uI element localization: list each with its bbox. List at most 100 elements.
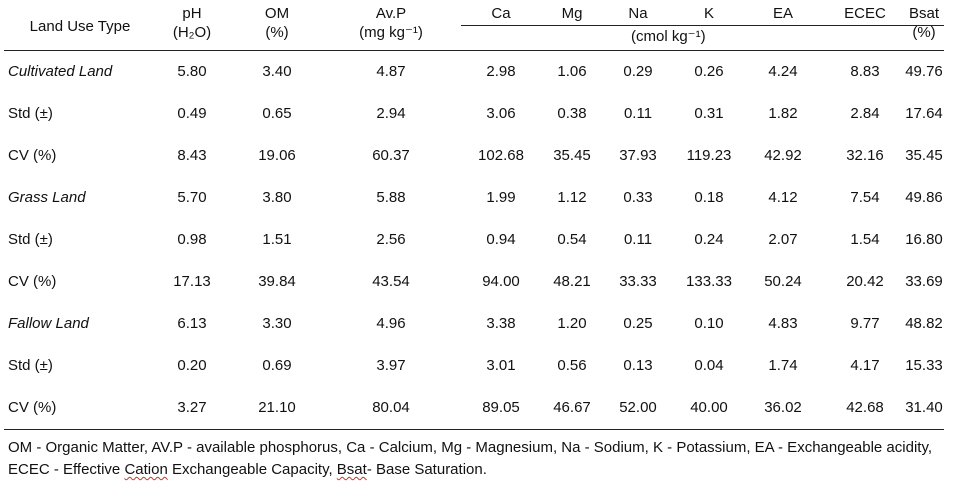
row-label: Std (±)	[8, 230, 53, 248]
cell: 31.40	[905, 398, 943, 416]
cell: 3.27	[177, 398, 207, 416]
footnote-text-2: Exchangeable Capacity,	[167, 461, 337, 478]
cell: 3.06	[486, 104, 516, 122]
cell: 0.56	[557, 356, 587, 374]
cell: 0.10	[694, 314, 724, 332]
cell: 0.24	[694, 230, 724, 248]
cell: 2.56	[376, 230, 406, 248]
header-ph: pH (H₂O)	[172, 5, 212, 41]
cell: 94.00	[482, 272, 520, 290]
header-ca: Ca	[491, 5, 511, 22]
row-label: CV (%)	[8, 398, 57, 416]
cell: 1.20	[557, 314, 587, 332]
cell: 0.04	[694, 356, 724, 374]
cell: 89.05	[482, 398, 520, 416]
footnote-bsat: Bsat	[336, 461, 367, 478]
row-label: CV (%)	[8, 272, 57, 290]
table-body: Cultivated Land 5.80 3.40 4.87 2.98 1.06 0.29 0…	[4, 50, 944, 428]
cell: 1.51	[262, 230, 292, 248]
table-row: Std (±) 0.98 1.51 2.56 0.94 0.54 0.11 0.24 2.07 1…	[4, 218, 944, 260]
cell: 0.98	[177, 230, 207, 248]
cell: 15.33	[905, 356, 943, 374]
cell: 49.76	[905, 62, 943, 80]
row-label: Std (±)	[8, 356, 53, 374]
table-row: Std (±) 0.20 0.69 3.97 3.01 0.56 0.13 0.04 1.74 4…	[4, 344, 944, 386]
cell: 0.26	[694, 62, 724, 80]
cell: 2.84	[850, 104, 880, 122]
cell: 102.68	[478, 146, 524, 164]
cell: 1.12	[557, 188, 587, 206]
cell: 0.38	[557, 104, 587, 122]
cell: 36.02	[764, 398, 802, 416]
row-label: Cultivated Land	[8, 62, 113, 80]
table-bottom-rule	[4, 429, 944, 430]
header-ecec: ECEC	[844, 5, 886, 22]
cell: 2.98	[486, 62, 516, 80]
header-avp: Av.P (mg kg⁻¹)	[359, 5, 423, 41]
cell: 8.83	[850, 62, 880, 80]
cell: 43.54	[372, 272, 410, 290]
cell: 5.88	[376, 188, 406, 206]
cell: 0.13	[623, 356, 653, 374]
cell: 0.94	[486, 230, 516, 248]
cell: 37.93	[619, 146, 657, 164]
cell: 6.13	[177, 314, 207, 332]
row-label: CV (%)	[8, 146, 57, 164]
table-row: CV (%) 3.27 21.10 80.04 89.05 46.67 52.00 40.00…	[4, 386, 944, 428]
cell: 35.45	[553, 146, 591, 164]
cell: 0.69	[262, 356, 292, 374]
row-label: Grass Land	[8, 188, 86, 206]
cell: 32.16	[846, 146, 884, 164]
header-k: K	[703, 5, 714, 22]
footnote-cation: Cation	[124, 461, 168, 478]
table-row: Grass Land 5.70 3.80 5.88 1.99 1.12 0.33 0.18 4.…	[4, 176, 944, 218]
cell: 4.12	[768, 188, 798, 206]
cell: 46.67	[553, 398, 591, 416]
cell: 48.21	[553, 272, 591, 290]
cell: 33.33	[619, 272, 657, 290]
cell: 0.11	[623, 230, 653, 248]
footnote-text-3: - Base Saturation.	[366, 461, 487, 478]
cell: 0.33	[623, 188, 653, 206]
cell: 133.33	[686, 272, 732, 290]
cell: 2.07	[768, 230, 798, 248]
cell: 4.83	[768, 314, 798, 332]
cell: 50.24	[764, 272, 802, 290]
header-ea: EA	[772, 5, 793, 22]
cell: 119.23	[686, 146, 732, 164]
cell: 17.64	[905, 104, 943, 122]
header-mg: Mg	[561, 5, 583, 22]
footnote-text: OM - Organic Matter, AV.P - available ph…	[8, 439, 933, 478]
cell: 0.65	[262, 104, 292, 122]
header-na: Na	[628, 5, 648, 22]
cell: 3.38	[486, 314, 516, 332]
cell: 2.94	[376, 104, 406, 122]
cell: 0.54	[557, 230, 587, 248]
cell: 1.54	[850, 230, 880, 248]
cell: 5.80	[177, 62, 207, 80]
cell: 49.86	[905, 188, 943, 206]
table-row: Std (±) 0.49 0.65 2.94 3.06 0.38 0.11 0.31 1.82 2…	[4, 92, 944, 134]
cell: 20.42	[846, 272, 884, 290]
cell: 0.25	[623, 314, 653, 332]
cell: 4.96	[376, 314, 406, 332]
cell: 52.00	[619, 398, 657, 416]
cell: 60.37	[372, 146, 410, 164]
cell: 4.24	[768, 62, 798, 80]
cell: 8.43	[177, 146, 207, 164]
cell: 33.69	[905, 272, 943, 290]
soil-properties-table: Land Use Type pH (H₂O) OM (%) Av.P (mg kg⁻¹…	[4, 4, 944, 428]
cell: 0.29	[623, 62, 653, 80]
cell: 4.87	[376, 62, 406, 80]
cell: 42.68	[846, 398, 884, 416]
header-land-use: Land Use Type	[29, 18, 131, 36]
cell: 9.77	[850, 314, 880, 332]
cell: 39.84	[258, 272, 296, 290]
cell: 1.06	[557, 62, 587, 80]
cell: 1.74	[768, 356, 798, 374]
cell: 42.92	[764, 146, 802, 164]
table-row: Fallow Land 6.13 3.30 4.96 3.38 1.20 0.25 0.10 4…	[4, 302, 944, 344]
cell: 16.80	[905, 230, 943, 248]
cation-group-unit: (cmol kg⁻¹)	[631, 28, 706, 45]
